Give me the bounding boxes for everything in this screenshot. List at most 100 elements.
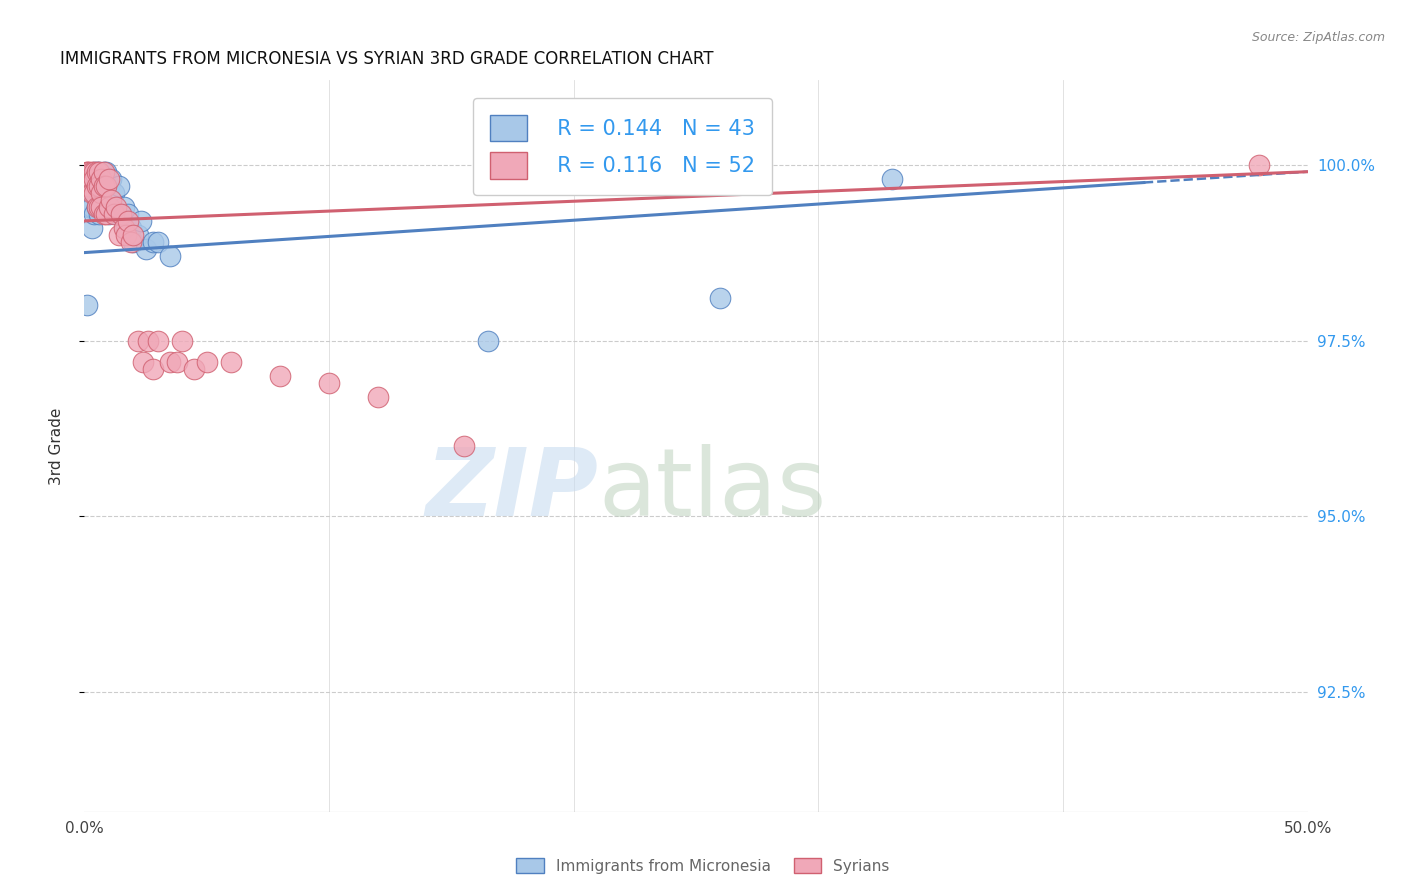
- Point: [159, 249, 181, 263]
- Legend: Immigrants from Micronesia, Syrians: Immigrants from Micronesia, Syrians: [510, 852, 896, 880]
- Point: [269, 368, 291, 383]
- Point: [86, 200, 108, 214]
- Point: [77, 178, 100, 193]
- Point: [880, 171, 903, 186]
- Point: [100, 193, 122, 207]
- Point: [90, 186, 112, 200]
- Point: [86, 200, 108, 214]
- Point: [80, 200, 103, 214]
- Point: [83, 164, 105, 178]
- Point: [87, 186, 110, 200]
- Point: [93, 164, 115, 178]
- Text: IMMIGRANTS FROM MICRONESIA VS SYRIAN 3RD GRADE CORRELATION CHART: IMMIGRANTS FROM MICRONESIA VS SYRIAN 3RD…: [60, 50, 713, 68]
- Point: [93, 164, 115, 178]
- Point: [115, 227, 138, 242]
- Point: [318, 376, 340, 390]
- Point: [172, 334, 194, 348]
- Point: [107, 227, 129, 242]
- Point: [1247, 158, 1270, 172]
- Point: [117, 214, 139, 228]
- Point: [77, 200, 100, 214]
- Point: [477, 334, 499, 348]
- Point: [83, 164, 105, 178]
- Point: [110, 207, 132, 221]
- Point: [142, 235, 165, 249]
- Point: [87, 200, 110, 214]
- Point: [127, 334, 149, 348]
- Point: [96, 164, 118, 178]
- Y-axis label: 3rd Grade: 3rd Grade: [49, 408, 63, 484]
- Point: [86, 178, 108, 193]
- Point: [86, 164, 108, 178]
- Point: [87, 207, 110, 221]
- Point: [90, 200, 112, 214]
- Point: [105, 200, 128, 214]
- Point: [80, 221, 103, 235]
- Point: [166, 354, 188, 368]
- Point: [96, 207, 118, 221]
- Point: [122, 227, 145, 242]
- Point: [115, 221, 138, 235]
- Point: [86, 178, 108, 193]
- Point: [97, 178, 120, 193]
- Point: [76, 164, 98, 178]
- Legend:   R = 0.144   N = 43,   R = 0.116   N = 52: R = 0.144 N = 43, R = 0.116 N = 52: [474, 98, 772, 195]
- Point: [219, 354, 242, 368]
- Point: [159, 354, 181, 368]
- Point: [122, 235, 145, 249]
- Point: [146, 235, 169, 249]
- Point: [97, 207, 120, 221]
- Point: [90, 200, 112, 214]
- Point: [87, 164, 110, 178]
- Point: [100, 171, 122, 186]
- Point: [367, 390, 389, 404]
- Point: [453, 439, 475, 453]
- Point: [709, 291, 731, 305]
- Text: ZIP: ZIP: [425, 444, 598, 536]
- Point: [107, 178, 129, 193]
- Point: [112, 221, 135, 235]
- Point: [93, 207, 115, 221]
- Point: [93, 186, 115, 200]
- Point: [86, 164, 108, 178]
- Point: [80, 171, 103, 186]
- Point: [93, 178, 115, 193]
- Point: [100, 193, 122, 207]
- Point: [110, 207, 132, 221]
- Point: [142, 361, 165, 376]
- Point: [132, 354, 155, 368]
- Text: Source: ZipAtlas.com: Source: ZipAtlas.com: [1251, 31, 1385, 45]
- Point: [76, 164, 98, 178]
- Point: [87, 164, 110, 178]
- Point: [135, 242, 157, 256]
- Point: [83, 171, 105, 186]
- Text: atlas: atlas: [598, 444, 827, 536]
- Point: [127, 227, 149, 242]
- Point: [183, 361, 205, 376]
- Point: [80, 164, 103, 178]
- Point: [120, 221, 142, 235]
- Point: [120, 235, 142, 249]
- Point: [87, 178, 110, 193]
- Point: [97, 171, 120, 186]
- Point: [129, 214, 152, 228]
- Point: [90, 171, 112, 186]
- Point: [117, 207, 139, 221]
- Point: [195, 354, 218, 368]
- Point: [136, 334, 159, 348]
- Point: [96, 178, 118, 193]
- Point: [80, 178, 103, 193]
- Point: [77, 164, 100, 178]
- Point: [96, 186, 118, 200]
- Point: [76, 298, 98, 312]
- Point: [90, 171, 112, 186]
- Point: [97, 200, 120, 214]
- Point: [103, 207, 125, 221]
- Point: [83, 207, 105, 221]
- Point: [146, 334, 169, 348]
- Point: [112, 200, 135, 214]
- Point: [77, 171, 100, 186]
- Point: [80, 186, 103, 200]
- Point: [83, 186, 105, 200]
- Point: [103, 186, 125, 200]
